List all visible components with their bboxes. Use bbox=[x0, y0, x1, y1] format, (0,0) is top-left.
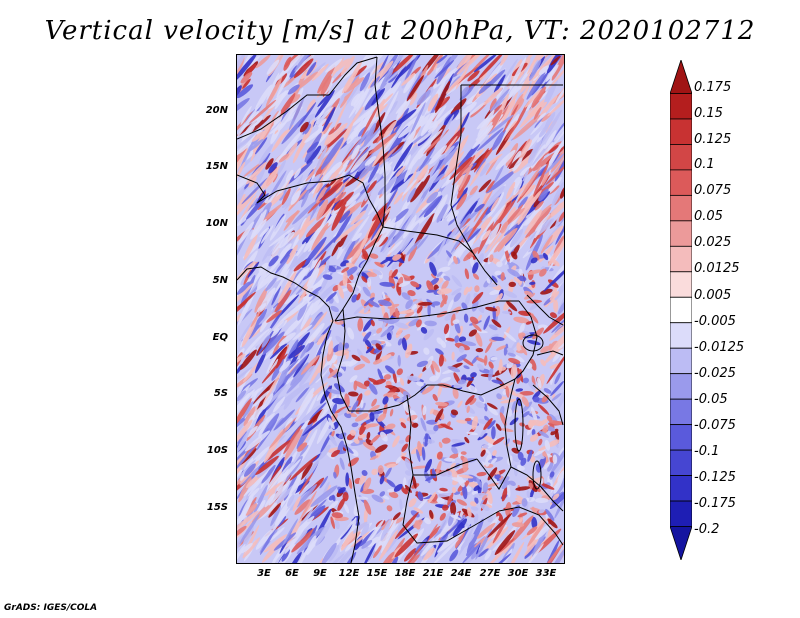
boundary-line bbox=[374, 56, 386, 228]
chart-title: Vertical velocity [m/s] at 200hPa, VT: 2… bbox=[44, 16, 756, 46]
colorbar-cell bbox=[670, 194, 692, 222]
colorbar-cell bbox=[670, 424, 692, 451]
colorbar-cell bbox=[670, 475, 692, 502]
map-panel bbox=[236, 54, 565, 564]
boundary-line bbox=[328, 56, 378, 96]
grads-footer: GrADS: IGES/COLA bbox=[4, 603, 98, 613]
colorbar-cell bbox=[670, 271, 692, 298]
lon-tick-label: 3E bbox=[257, 568, 271, 579]
lat-tick-label: EQ bbox=[212, 332, 228, 343]
boundary-line bbox=[450, 85, 474, 254]
lat-tick-label: 15N bbox=[205, 161, 228, 172]
lon-tick-label: 18E bbox=[394, 568, 416, 579]
colorbar-label: 0.125 bbox=[694, 132, 732, 147]
colorbar-cell bbox=[670, 220, 692, 247]
lake-outline bbox=[522, 334, 544, 352]
colorbar-label: 0.05 bbox=[694, 209, 723, 224]
velocity-field-layer bbox=[237, 55, 564, 563]
lat-tick-label: 5N bbox=[212, 275, 228, 286]
colorbar-label: -0.175 bbox=[694, 496, 736, 511]
colorbar-label: -0.025 bbox=[694, 366, 736, 381]
lon-tick-label: 15E bbox=[366, 568, 388, 579]
colorbar-cell bbox=[670, 60, 692, 94]
boundary-line bbox=[498, 506, 564, 546]
lat-tick-label: 10N bbox=[205, 218, 228, 229]
colorbar-label: 0.0125 bbox=[694, 261, 740, 276]
lat-tick-label: 15S bbox=[206, 502, 228, 513]
boundary-line bbox=[532, 384, 564, 426]
colorbar-label: 0.175 bbox=[694, 80, 732, 95]
boundary-line bbox=[536, 350, 564, 356]
boundary-line bbox=[334, 300, 519, 322]
colorbar bbox=[670, 60, 692, 560]
lake-outline bbox=[514, 398, 524, 452]
boundary-line bbox=[349, 378, 516, 412]
colorbar-label: -0.2 bbox=[694, 522, 720, 537]
colorbar-label: 0.075 bbox=[694, 183, 732, 198]
boundary-line bbox=[526, 294, 564, 326]
colorbar-label: -0.075 bbox=[694, 418, 736, 433]
boundary-line bbox=[402, 474, 500, 544]
colorbar-cell bbox=[670, 500, 692, 527]
lake-outline bbox=[532, 460, 542, 490]
country-borders bbox=[237, 56, 564, 563]
vertical-velocity-field bbox=[237, 55, 564, 563]
colorbar-label: -0.1 bbox=[694, 444, 720, 459]
lon-tick-label: 33E bbox=[535, 568, 557, 579]
colorbar-cell bbox=[670, 449, 692, 476]
lat-tick-label: 20N bbox=[205, 105, 228, 116]
colorbar-cell bbox=[670, 169, 692, 196]
colorbar-label: -0.05 bbox=[694, 392, 728, 407]
lat-tick-label: 10S bbox=[206, 445, 228, 456]
colorbar-cell bbox=[670, 398, 692, 426]
colorbar-cell bbox=[670, 118, 692, 145]
colorbar-label: 0.005 bbox=[694, 288, 732, 303]
colorbar-label: 0.025 bbox=[694, 235, 732, 250]
lon-tick-label: 12E bbox=[338, 568, 360, 579]
colorbar-cell bbox=[670, 245, 692, 273]
boundary-line bbox=[237, 266, 360, 563]
colorbar-cell bbox=[670, 144, 692, 171]
colorbar-label: 0.15 bbox=[694, 106, 723, 121]
lon-tick-label: 9E bbox=[313, 568, 327, 579]
boundary-line bbox=[514, 300, 538, 380]
boundary-line bbox=[237, 174, 266, 204]
boundary-line bbox=[476, 458, 512, 490]
colorbar-cell bbox=[670, 373, 692, 400]
boundary-line bbox=[237, 94, 329, 140]
boundary-line bbox=[504, 378, 516, 468]
boundary-line bbox=[382, 226, 498, 286]
colorbar-cell bbox=[670, 526, 692, 560]
colorbar-label: -0.0125 bbox=[694, 340, 745, 355]
lon-tick-label: 6E bbox=[285, 568, 299, 579]
lon-tick-label: 24E bbox=[450, 568, 472, 579]
colorbar-cell bbox=[670, 347, 692, 375]
colorbar-label: 0.1 bbox=[694, 157, 715, 172]
boundary-line bbox=[336, 308, 350, 412]
boundary-line bbox=[256, 174, 384, 228]
colorbar-label: -0.125 bbox=[694, 470, 736, 485]
lon-tick-label: 21E bbox=[422, 568, 444, 579]
colorbar-cell bbox=[670, 93, 692, 120]
lat-tick-label: 5S bbox=[213, 388, 228, 399]
colorbar-cell bbox=[670, 296, 692, 324]
colorbar-label: -0.005 bbox=[694, 314, 736, 329]
boundary-line bbox=[510, 466, 564, 512]
colorbar-cell bbox=[670, 322, 692, 349]
lon-tick-label: 30E bbox=[507, 568, 529, 579]
lon-tick-label: 27E bbox=[479, 568, 501, 579]
